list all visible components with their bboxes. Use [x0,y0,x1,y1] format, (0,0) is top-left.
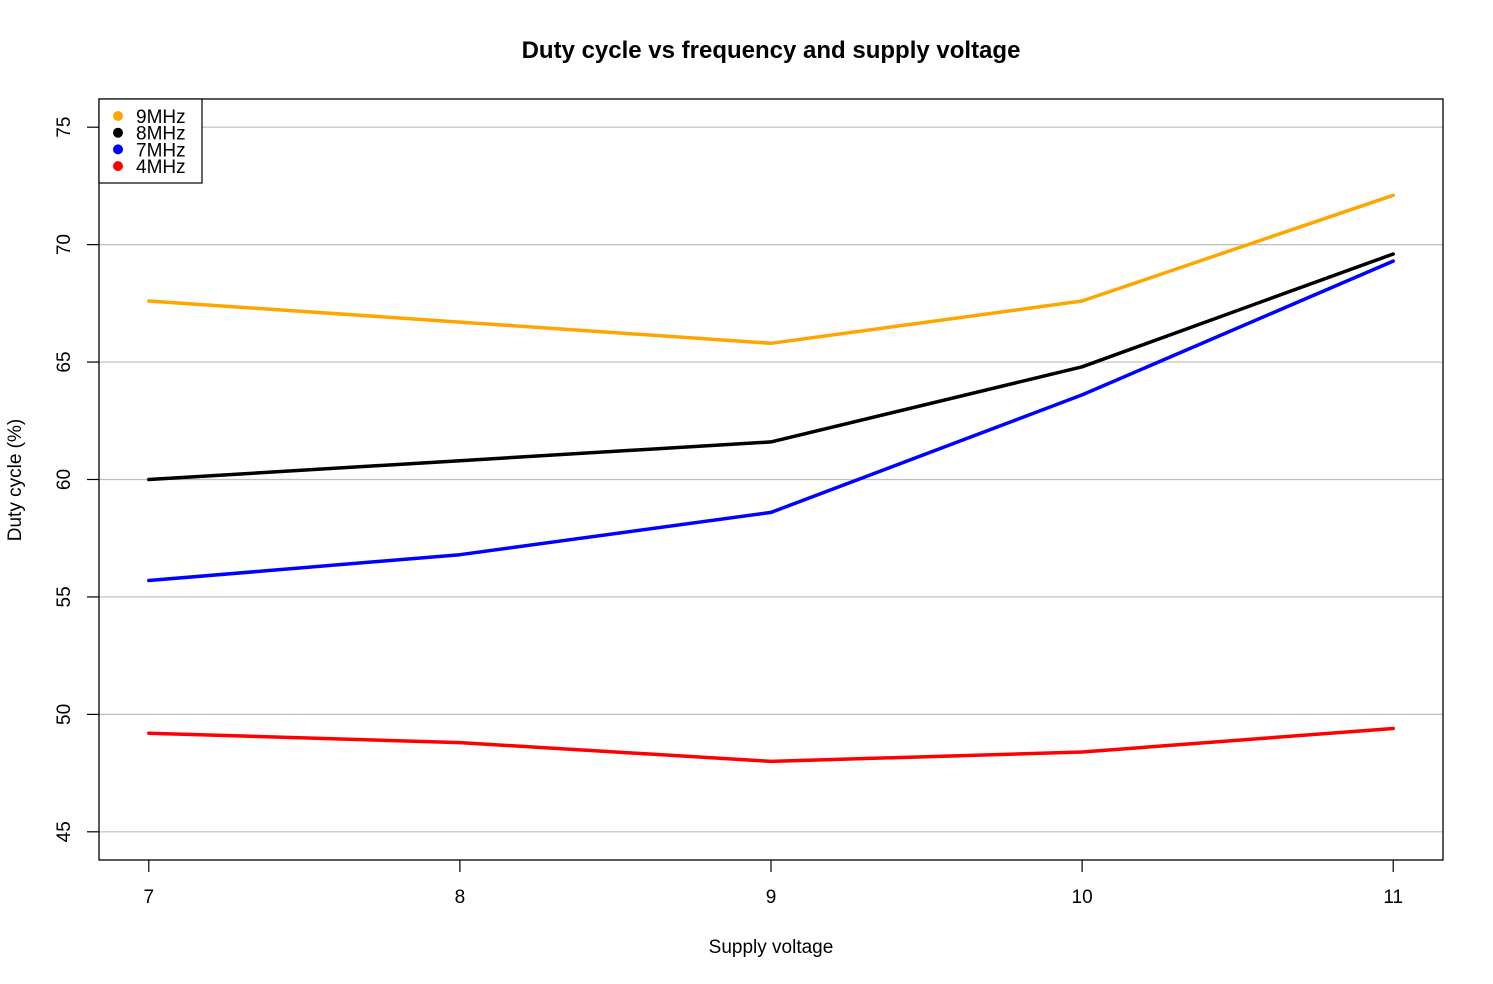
legend-label: 9MHz [136,107,186,128]
legend-label: 4MHz [136,157,186,178]
y-tick-label: 55 [54,586,75,607]
grid-lines [99,126,1443,833]
y-tick-label: 60 [54,469,75,490]
y-tick-label: 65 [54,351,75,372]
x-tick-label: 10 [1072,887,1093,908]
series-line-4mhz [147,726,1395,764]
legend-marker [113,144,123,155]
y-axis: 45 50 55 60 65 70 75 [54,117,99,842]
legend-label: 7MHz [136,140,186,161]
legend-marker [113,127,123,138]
y-tick-label: 75 [54,117,75,138]
series-lines [147,193,1395,764]
legend-label: 8MHz [136,124,186,145]
x-axis: 7 8 9 10 11 [143,860,1403,908]
y-tick-label: 45 [54,821,75,842]
y-tick-label: 70 [54,234,75,255]
y-axis-label: Duty cycle (%) [5,419,26,541]
x-tick-label: 7 [143,887,154,908]
chart-title: Duty cycle vs frequency and supply volta… [522,37,1021,64]
x-tick-label: 11 [1383,887,1403,908]
series-line-9mhz [147,193,1395,346]
x-axis-label: Supply voltage [709,937,834,958]
x-tick-label: 9 [766,887,777,908]
x-tick-label: 8 [455,887,466,908]
legend-marker [113,111,123,121]
series-line-8mhz [147,252,1395,482]
y-tick-label: 50 [54,704,75,725]
series-line-7mhz [147,259,1395,583]
legend-marker [113,161,123,172]
